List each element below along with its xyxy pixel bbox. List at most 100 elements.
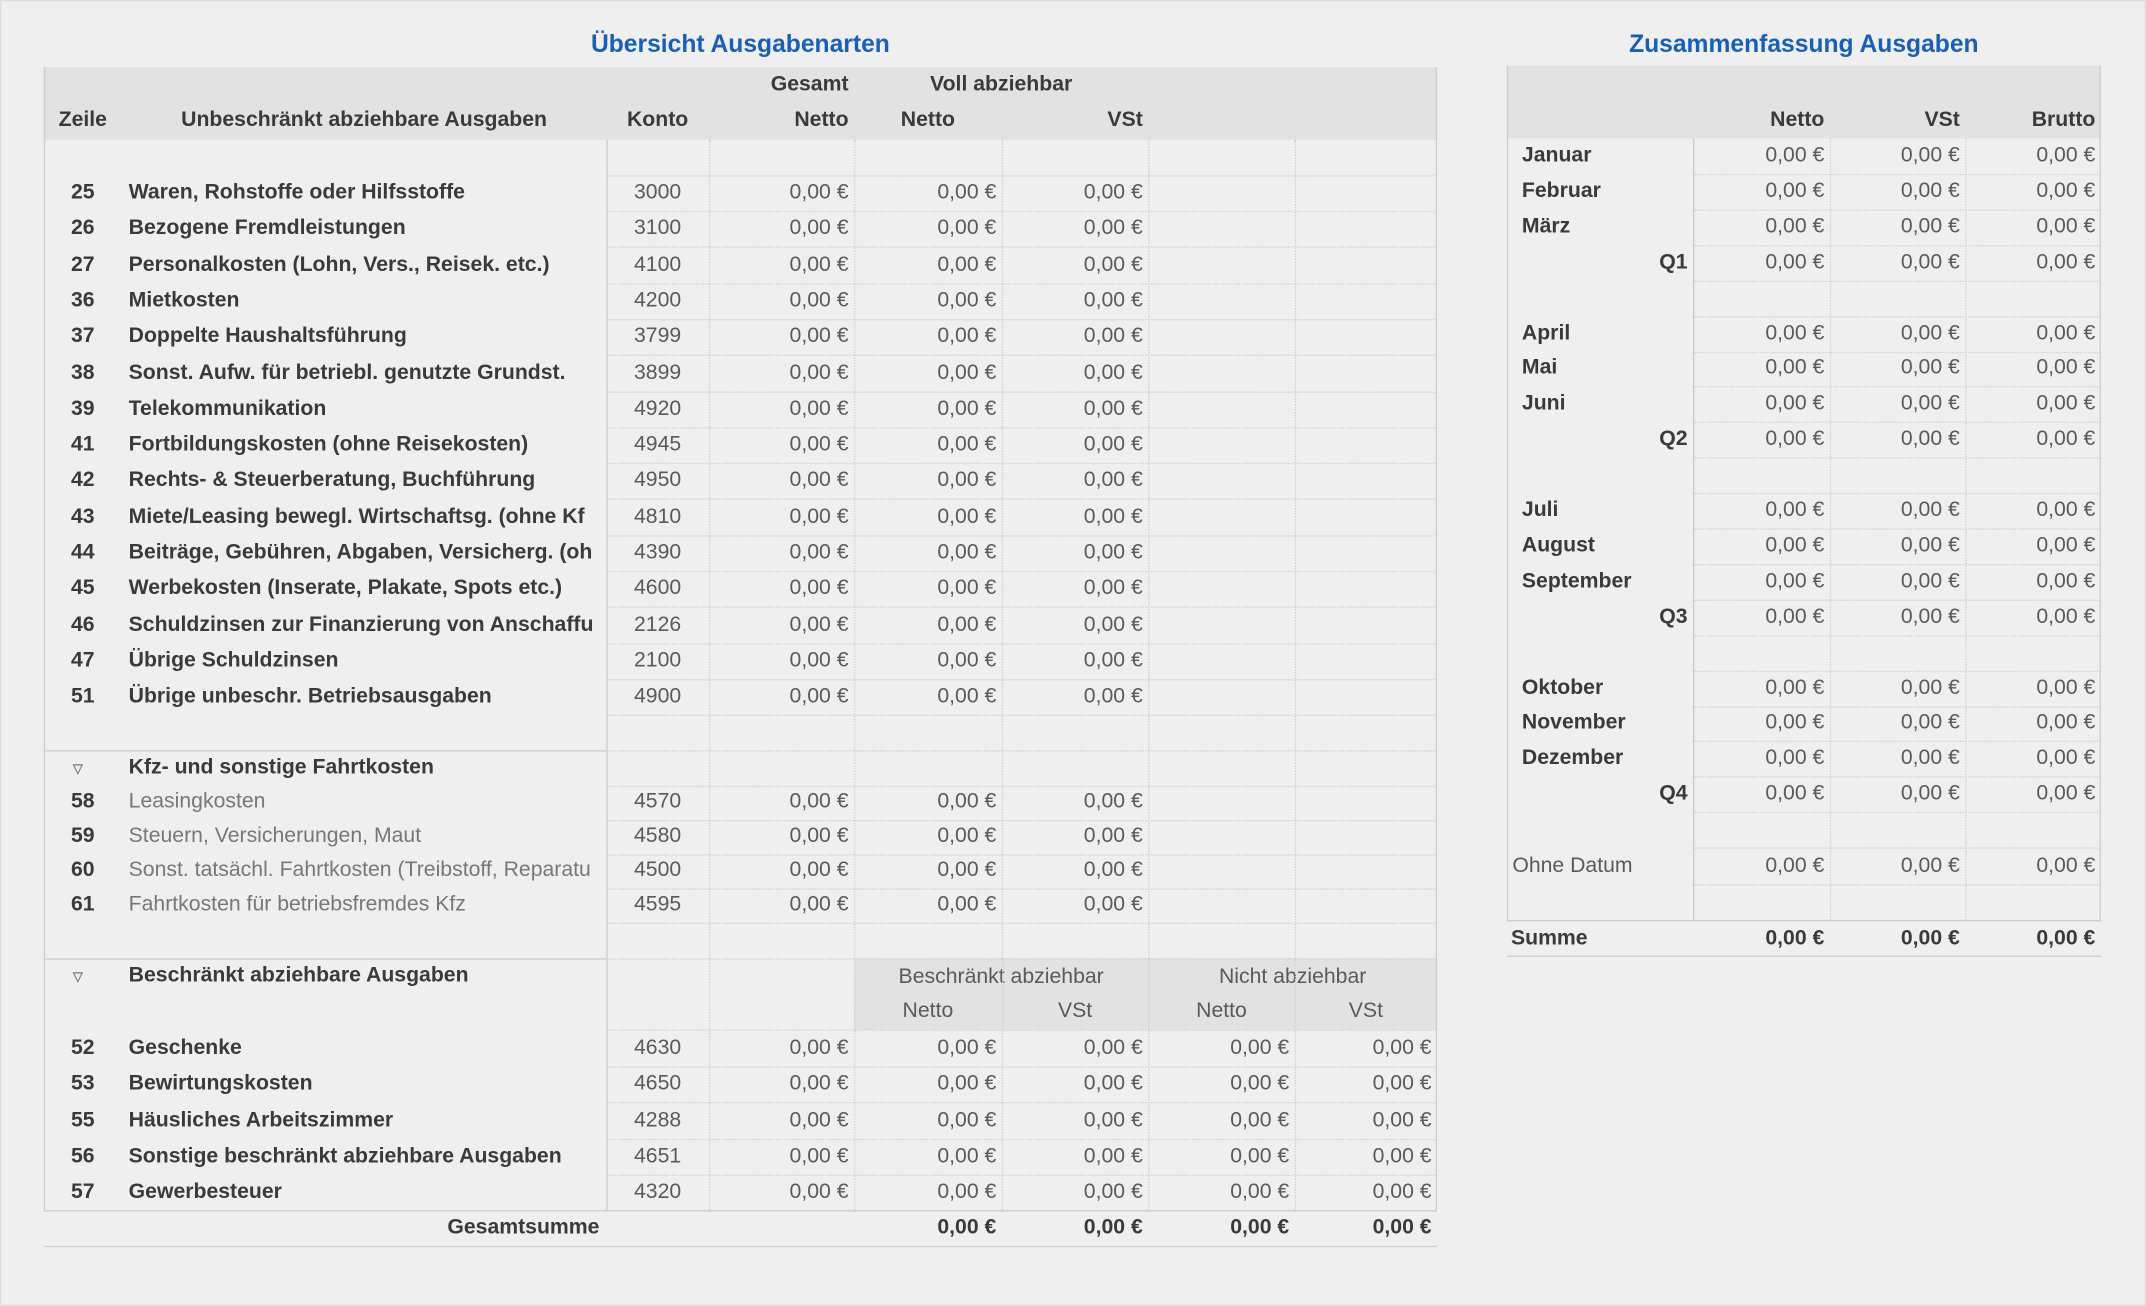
amount: 0,00 € xyxy=(1083,396,1143,420)
account: 4500 xyxy=(634,858,682,882)
section-line xyxy=(43,750,607,752)
amount: 0,00 € xyxy=(937,1036,997,1060)
row-label: Übrige Schuldzinsen xyxy=(128,648,339,673)
amount: 0,00 € xyxy=(937,396,997,420)
row-line xyxy=(606,922,1438,925)
account: 4570 xyxy=(634,789,682,814)
amount: 0,00 € xyxy=(789,648,849,673)
amount: 0,00 € xyxy=(937,576,997,601)
row-line xyxy=(1694,776,2101,778)
table-title: Übersicht Ausgabenarten xyxy=(590,30,890,58)
undated-label: Ohne Datum xyxy=(1512,854,1633,878)
row-line xyxy=(606,534,1438,537)
amount: 0,00 € xyxy=(2036,321,2096,345)
amount: 0,00 € xyxy=(789,789,849,814)
amount: 0,00 € xyxy=(1765,214,1825,238)
row-line xyxy=(1694,599,2101,601)
amount: 0,00 € xyxy=(2036,711,2096,735)
account: 4945 xyxy=(634,432,682,456)
account: 3899 xyxy=(634,360,682,384)
col-line xyxy=(1001,139,1004,1211)
amount: 0,00 € xyxy=(1230,1036,1290,1060)
row-number: 55 xyxy=(70,1108,95,1132)
row-label: Fahrtkosten für betriebsfremdes Kfz xyxy=(128,892,466,916)
account: 4595 xyxy=(634,892,682,916)
amount: 0,00 € xyxy=(1083,252,1143,276)
row-label: Häusliches Arbeitszimmer xyxy=(128,1108,394,1132)
amount: 0,00 € xyxy=(2036,214,2096,238)
amount: 0,00 € xyxy=(789,612,849,637)
amount: 0,00 € xyxy=(937,216,997,240)
left-table-bg xyxy=(43,67,1438,1248)
amount: 0,00 € xyxy=(1900,569,1960,593)
collapse-icon: ▿ xyxy=(72,965,84,989)
month-label: Dezember xyxy=(1521,746,1624,770)
amount: 0,00 € xyxy=(1372,1144,1432,1168)
amount: 0,00 € xyxy=(1372,1108,1432,1132)
amount: 0,00 € xyxy=(1765,746,1825,770)
amount: 0,00 € xyxy=(937,789,997,814)
amount: 0,00 € xyxy=(937,288,997,312)
column-header: Zeile xyxy=(58,108,107,132)
section-line xyxy=(43,958,607,960)
collapse-icon: ▿ xyxy=(72,757,84,781)
table-title: Zusammenfassung Ausgaben xyxy=(1629,30,1979,58)
amount: 0,00 € xyxy=(937,892,997,916)
row-number: 41 xyxy=(70,432,95,456)
row-number: 44 xyxy=(70,540,95,565)
row-line xyxy=(1694,422,2101,424)
amount: 0,00 € xyxy=(1900,781,1960,806)
frozen-col-line xyxy=(1692,138,1695,920)
row-line xyxy=(606,854,1438,856)
amount: 0,00 € xyxy=(1083,216,1143,240)
amount: 0,00 € xyxy=(1083,540,1143,565)
amount: 0,00 € xyxy=(1083,180,1143,204)
total-label: Summe xyxy=(1510,926,1588,951)
col-line xyxy=(708,139,711,1211)
row-line xyxy=(606,1066,1438,1068)
amount: 0,00 € xyxy=(1230,1180,1290,1204)
row-line xyxy=(1694,209,2101,211)
amount: 0,00 € xyxy=(937,324,997,348)
amount: 0,00 € xyxy=(789,892,849,916)
amount: 0,00 € xyxy=(2036,391,2096,416)
amount: 0,00 € xyxy=(1900,427,1960,451)
amount: 0,00 € xyxy=(1083,1180,1143,1204)
footer-line xyxy=(43,1210,1438,1212)
row-line xyxy=(606,606,1438,609)
amount: 0,00 € xyxy=(1765,569,1825,593)
row-number: 36 xyxy=(70,288,95,312)
section-title: Kfz- und sonstige Fahrtkosten xyxy=(128,755,434,779)
row-line xyxy=(606,958,1438,960)
amount: 0,00 € xyxy=(1230,1108,1290,1132)
row-line xyxy=(606,1138,1438,1140)
amount: 0,00 € xyxy=(789,324,849,348)
row-line xyxy=(1694,884,2101,886)
row-number: 25 xyxy=(70,180,95,204)
amount: 0,00 € xyxy=(937,1072,997,1096)
amount: 0,00 € xyxy=(1900,391,1960,416)
row-line xyxy=(1694,351,2101,353)
total-amount: 0,00 € xyxy=(1230,1215,1290,1239)
amount: 0,00 € xyxy=(2036,675,2096,699)
row-line xyxy=(606,1029,1438,1031)
row-number: 37 xyxy=(70,324,95,348)
row-number: 27 xyxy=(70,252,95,276)
row-line xyxy=(606,282,1438,285)
row-line xyxy=(1694,244,2101,247)
amount: 0,00 € xyxy=(2036,143,2096,168)
amount: 0,00 € xyxy=(789,180,849,204)
row-line xyxy=(606,210,1438,213)
amount: 0,00 € xyxy=(789,432,849,456)
column-header: Netto xyxy=(794,108,849,132)
amount: 0,00 € xyxy=(2036,604,2096,628)
col-line xyxy=(1965,138,1967,920)
row-line xyxy=(606,570,1438,573)
month-label: September xyxy=(1521,569,1632,593)
amount: 0,00 € xyxy=(2036,498,2096,522)
row-label: Fortbildungskosten (ohne Reisekosten) xyxy=(128,432,529,456)
amount: 0,00 € xyxy=(2036,746,2096,770)
row-number: 47 xyxy=(70,648,95,673)
column-header: VSt xyxy=(1924,108,1960,132)
right-header-bg xyxy=(1506,65,2101,139)
